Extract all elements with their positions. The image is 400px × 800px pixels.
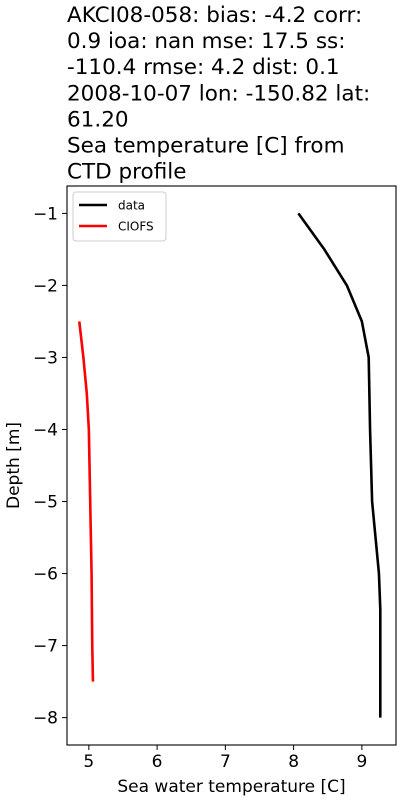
x-axis-ticks: 5 6 7 8 9 [83,745,367,772]
y-axis-label: Depth [m] [4,422,24,509]
y-axis-ticks: −1 −2 −3 −4 −5 −6 −7 −8 [33,204,67,729]
y-tick-label: −5 [33,493,58,513]
title-line: CTD profile [67,160,186,185]
y-tick-label: −3 [33,348,58,368]
series-line-ciofs [77,321,95,682]
x-tick-label: 6 [152,752,163,772]
y-tick-label: −7 [33,637,58,657]
legend: data CIOFS [72,191,167,242]
plot-area-frame [66,185,397,746]
plot-series [77,212,382,718]
y-tick-label: −4 [33,420,58,440]
y-tick-label: −6 [33,565,58,585]
title-line: 61.20 [67,107,129,132]
y-tick-label: −2 [33,276,58,296]
title-line: 0.9 ioa: nan mse: 17.5 ss: [67,29,345,54]
chart-title: AKCI08-058: bias: -4.2 corr:0.9 ioa: nan… [67,3,370,185]
y-tick-label: −1 [33,204,58,224]
series-line-data [297,212,382,718]
legend-label: data [118,199,145,213]
title-line: AKCI08-058: bias: -4.2 corr: [67,3,362,28]
x-tick-label: 7 [220,752,231,772]
x-tick-label: 5 [83,752,94,772]
title-line: 2008-10-07 lon: -150.82 lat: [67,81,370,106]
y-tick-label: −8 [33,709,58,729]
title-line: Sea temperature [C] from [67,134,345,159]
x-tick-label: 9 [356,752,367,772]
title-line: -110.4 rmse: 4.2 dist: 0.1 [67,55,340,80]
x-axis-label: Sea water temperature [C] [117,777,345,797]
x-tick-label: 8 [288,752,299,772]
legend-label: CIOFS [118,220,154,234]
